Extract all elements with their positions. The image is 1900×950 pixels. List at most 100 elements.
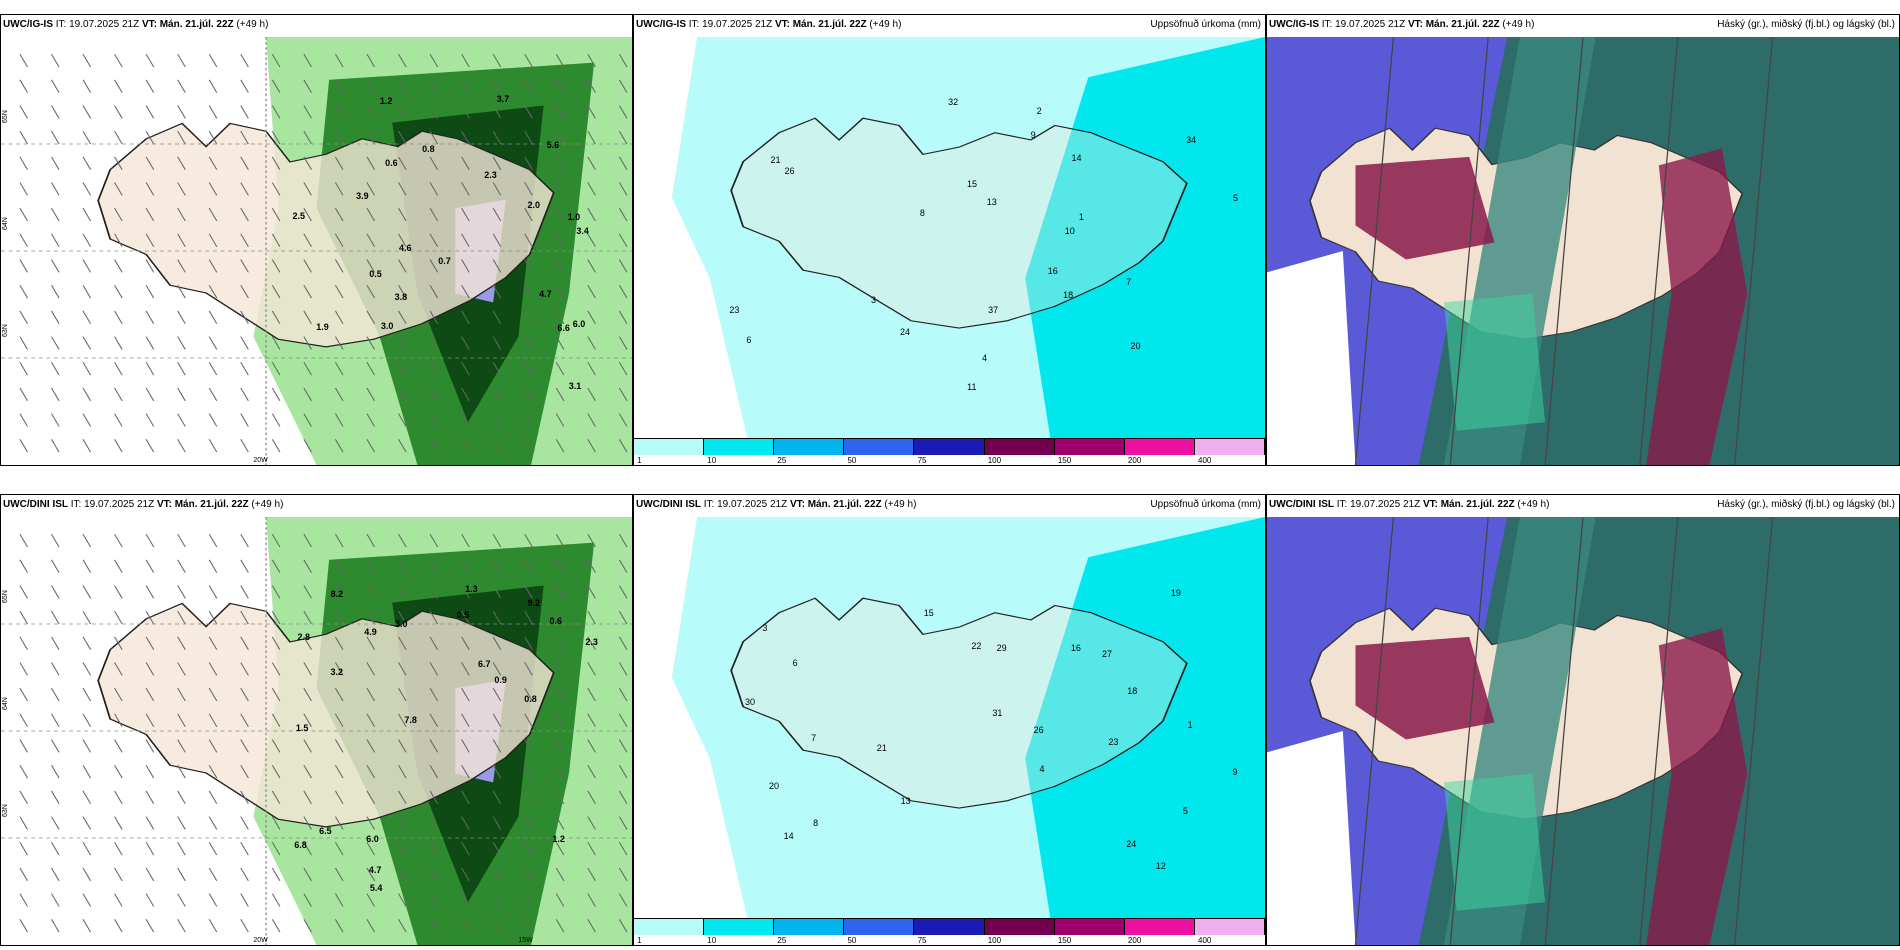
wind-barb — [208, 585, 218, 599]
init-time: IT: 19.07.2025 21Z — [1319, 19, 1408, 30]
wind-barb — [524, 585, 533, 599]
wind-barb — [271, 79, 281, 93]
wind-barb — [398, 182, 407, 196]
accum-value-label: 26 — [784, 165, 795, 176]
wind-barb — [240, 387, 249, 401]
wind-barb — [366, 765, 376, 779]
wind-barb — [208, 233, 218, 247]
wind-barb — [334, 208, 344, 222]
wind-barb — [208, 131, 218, 145]
precip-value-label: 5.6 — [546, 140, 560, 151]
wind-barb — [366, 739, 376, 753]
accum-value-label: 4 — [982, 353, 988, 364]
wind-barb — [50, 893, 60, 907]
wind-barb — [461, 79, 470, 93]
wind-barb — [271, 182, 281, 196]
wind-barb — [492, 79, 502, 93]
wind-barb — [19, 208, 29, 222]
accum-value-label: 2 — [1036, 105, 1042, 116]
wind-barb — [271, 765, 281, 779]
wind-barb — [177, 413, 186, 427]
wind-barb — [461, 259, 470, 273]
wind-barb — [82, 156, 92, 170]
colorbar-tick: 400 — [1198, 936, 1212, 945]
wind-barb — [492, 662, 502, 676]
wind-barb — [50, 867, 60, 881]
precip-value-label: 2.3 — [484, 169, 497, 180]
wind-barb — [492, 439, 502, 453]
wind-barb — [208, 362, 218, 376]
accum-value-label: 23 — [729, 304, 740, 315]
wind-barb — [366, 182, 376, 196]
wind-barb — [366, 611, 376, 625]
wind-barb — [114, 105, 123, 119]
wind-barb — [177, 310, 186, 324]
wind-barb — [19, 816, 29, 830]
wind-barb — [19, 688, 29, 702]
wind-barb — [334, 156, 344, 170]
wind-barb — [429, 636, 439, 650]
wind-barb — [19, 713, 29, 727]
wind-barb — [50, 413, 60, 427]
wind-barb — [208, 182, 218, 196]
wind-barb — [524, 611, 533, 625]
wind-barb — [492, 842, 502, 856]
wind-barb — [461, 387, 470, 401]
wind-barb — [177, 893, 186, 907]
colorbar-tick: 75 — [917, 936, 927, 945]
wind-barb — [587, 533, 596, 548]
colorbar-tick: 25 — [777, 456, 787, 465]
wind-barb — [303, 105, 312, 119]
clear-region — [1267, 251, 1356, 465]
wind-barb — [461, 439, 470, 453]
wind-barb — [145, 688, 155, 702]
wind-barb — [240, 362, 249, 376]
wind-barb — [19, 636, 29, 650]
colorbar-legend: 1 10 25 50 75 100 150 200 400 — [634, 918, 1265, 945]
accum-value-label: 9 — [1232, 766, 1238, 777]
wind-barb — [50, 439, 60, 453]
wind-barb — [271, 439, 281, 453]
wind-barb — [587, 611, 596, 625]
wind-barb — [334, 362, 344, 376]
model-name: UWC/DINI ISL — [636, 499, 701, 510]
wind-barb — [587, 387, 596, 401]
wind-barb — [271, 842, 281, 856]
wind-barb — [492, 919, 502, 933]
init-time: IT: 19.07.2025 21Z — [1334, 499, 1423, 510]
wind-barb — [618, 713, 628, 727]
precip-value-label: 1.0 — [567, 211, 581, 222]
precip-value-label: 2.5 — [292, 210, 305, 221]
wind-barb — [114, 739, 123, 753]
wind-barb — [114, 182, 123, 196]
wind-barb — [303, 79, 312, 93]
wind-barb — [398, 842, 407, 856]
wind-barb — [145, 233, 155, 247]
wind-barb — [240, 559, 249, 573]
grid-line — [1544, 37, 1584, 465]
wind-barb — [587, 842, 596, 856]
wind-barb — [618, 285, 628, 299]
wind-barb — [618, 182, 628, 196]
wind-barb — [334, 585, 344, 599]
wind-barb — [366, 662, 376, 676]
wind-barb — [366, 105, 376, 119]
map-area: 0.5 1.3 2.3 3.0 4.7 2.8 8.2 7.8 6.7 4.9 5.4 6.5 6.8 6… — [1, 517, 632, 945]
wind-barb — [50, 739, 60, 753]
lead-time: (+49 h) — [1514, 499, 1550, 510]
wind-barb — [303, 713, 312, 727]
wind-barb — [19, 79, 29, 93]
wind-barb — [50, 611, 60, 625]
wind-barb — [461, 816, 470, 830]
high-cloud-patch — [1355, 156, 1495, 260]
wind-barb — [240, 816, 249, 830]
wind-barb — [114, 765, 123, 779]
wind-barb — [19, 559, 29, 573]
wind-barb — [19, 413, 29, 427]
wind-barb — [334, 131, 344, 145]
wind-barb — [50, 310, 60, 324]
wind-barb — [19, 259, 29, 273]
precip-value-label: 0.8 — [422, 143, 435, 154]
wind-barb — [334, 765, 344, 779]
wind-barb — [429, 662, 439, 676]
